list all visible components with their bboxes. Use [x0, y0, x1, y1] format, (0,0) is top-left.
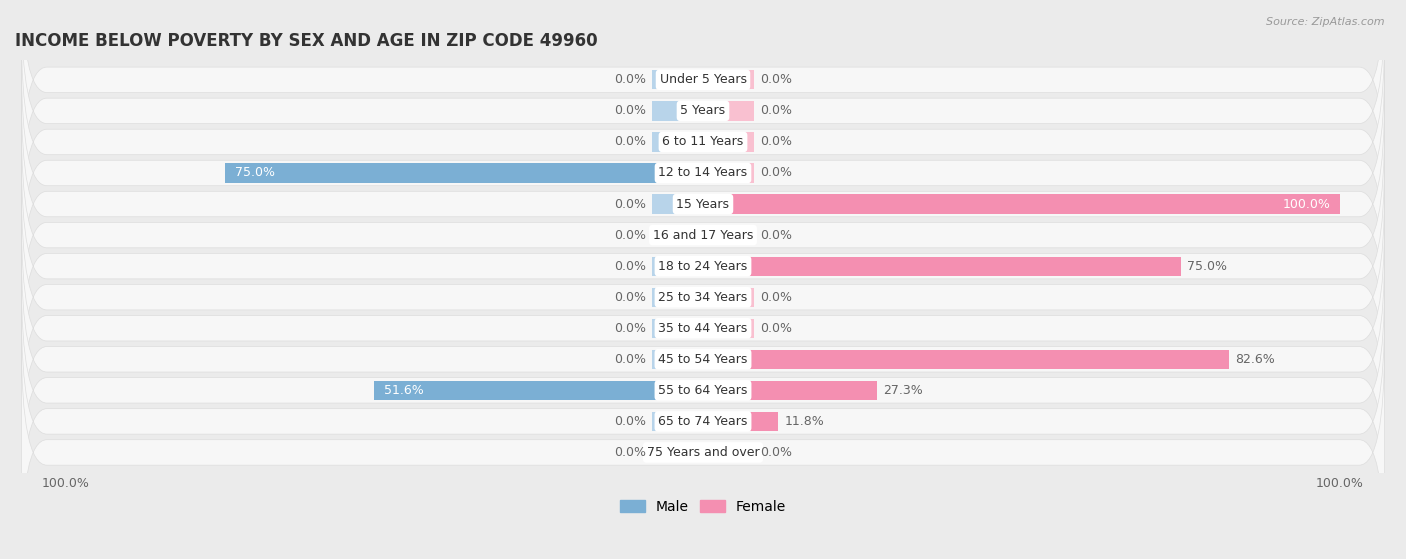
Bar [703, 195, 754, 214]
Bar [652, 381, 703, 400]
Bar [703, 381, 877, 400]
Bar [652, 287, 703, 307]
Text: 35 to 44 Years: 35 to 44 Years [658, 322, 748, 335]
Legend: Male, Female: Male, Female [614, 494, 792, 519]
Text: 0.0%: 0.0% [613, 229, 645, 241]
Bar [703, 287, 754, 307]
Bar [703, 443, 754, 462]
Bar [652, 163, 703, 183]
FancyBboxPatch shape [21, 124, 1385, 347]
Text: 0.0%: 0.0% [613, 73, 645, 86]
Bar [703, 225, 754, 245]
Text: 82.6%: 82.6% [1236, 353, 1275, 366]
Text: 6 to 11 Years: 6 to 11 Years [662, 135, 744, 149]
Bar [652, 70, 703, 89]
Text: Under 5 Years: Under 5 Years [659, 73, 747, 86]
Text: 0.0%: 0.0% [761, 73, 793, 86]
Bar [703, 195, 1340, 214]
Bar [652, 412, 703, 431]
Text: 0.0%: 0.0% [761, 322, 793, 335]
Text: 0.0%: 0.0% [613, 291, 645, 304]
Text: 0.0%: 0.0% [613, 446, 645, 459]
FancyBboxPatch shape [21, 248, 1385, 471]
FancyBboxPatch shape [21, 217, 1385, 440]
Bar [703, 257, 754, 276]
Text: 0.0%: 0.0% [613, 135, 645, 149]
FancyBboxPatch shape [21, 310, 1385, 533]
Bar [652, 443, 703, 462]
Bar [652, 319, 703, 338]
FancyBboxPatch shape [21, 279, 1385, 502]
Bar [703, 163, 754, 183]
Bar [652, 195, 703, 214]
Text: 75 Years and over: 75 Years and over [647, 446, 759, 459]
FancyBboxPatch shape [21, 341, 1385, 559]
Bar [703, 381, 754, 400]
Bar [703, 412, 754, 431]
Text: 0.0%: 0.0% [761, 167, 793, 179]
Bar [652, 132, 703, 151]
Text: 15 Years: 15 Years [676, 197, 730, 211]
Bar [652, 257, 703, 276]
Bar [652, 101, 703, 121]
FancyBboxPatch shape [21, 186, 1385, 409]
Text: 0.0%: 0.0% [613, 259, 645, 273]
Bar [703, 132, 754, 151]
Text: 0.0%: 0.0% [613, 353, 645, 366]
Bar [225, 163, 703, 183]
Text: Source: ZipAtlas.com: Source: ZipAtlas.com [1267, 17, 1385, 27]
Text: 0.0%: 0.0% [761, 135, 793, 149]
Bar [703, 257, 1181, 276]
Text: 100.0%: 100.0% [1282, 197, 1330, 211]
Text: 55 to 64 Years: 55 to 64 Years [658, 384, 748, 397]
Text: 0.0%: 0.0% [761, 291, 793, 304]
Bar [703, 319, 754, 338]
Bar [703, 350, 754, 369]
Text: 25 to 34 Years: 25 to 34 Years [658, 291, 748, 304]
Text: 0.0%: 0.0% [761, 229, 793, 241]
Bar [703, 70, 754, 89]
Text: 0.0%: 0.0% [761, 446, 793, 459]
FancyBboxPatch shape [21, 0, 1385, 222]
Text: 45 to 54 Years: 45 to 54 Years [658, 353, 748, 366]
Text: 51.6%: 51.6% [384, 384, 423, 397]
Text: 0.0%: 0.0% [761, 105, 793, 117]
Text: 0.0%: 0.0% [613, 197, 645, 211]
Bar [703, 350, 1229, 369]
Text: 11.8%: 11.8% [785, 415, 824, 428]
Text: 0.0%: 0.0% [613, 105, 645, 117]
FancyBboxPatch shape [21, 93, 1385, 315]
Text: INCOME BELOW POVERTY BY SEX AND AGE IN ZIP CODE 49960: INCOME BELOW POVERTY BY SEX AND AGE IN Z… [15, 32, 598, 50]
Text: 75.0%: 75.0% [235, 167, 274, 179]
Text: 16 and 17 Years: 16 and 17 Years [652, 229, 754, 241]
Bar [703, 412, 778, 431]
Text: 75.0%: 75.0% [1187, 259, 1227, 273]
Text: 0.0%: 0.0% [613, 415, 645, 428]
Text: 18 to 24 Years: 18 to 24 Years [658, 259, 748, 273]
Text: 27.3%: 27.3% [883, 384, 922, 397]
FancyBboxPatch shape [21, 31, 1385, 253]
Text: 12 to 14 Years: 12 to 14 Years [658, 167, 748, 179]
FancyBboxPatch shape [21, 61, 1385, 285]
Text: 0.0%: 0.0% [613, 322, 645, 335]
Bar [652, 350, 703, 369]
Bar [652, 225, 703, 245]
Text: 5 Years: 5 Years [681, 105, 725, 117]
Text: 65 to 74 Years: 65 to 74 Years [658, 415, 748, 428]
FancyBboxPatch shape [21, 155, 1385, 378]
FancyBboxPatch shape [21, 0, 1385, 191]
Bar [374, 381, 703, 400]
Bar [703, 101, 754, 121]
